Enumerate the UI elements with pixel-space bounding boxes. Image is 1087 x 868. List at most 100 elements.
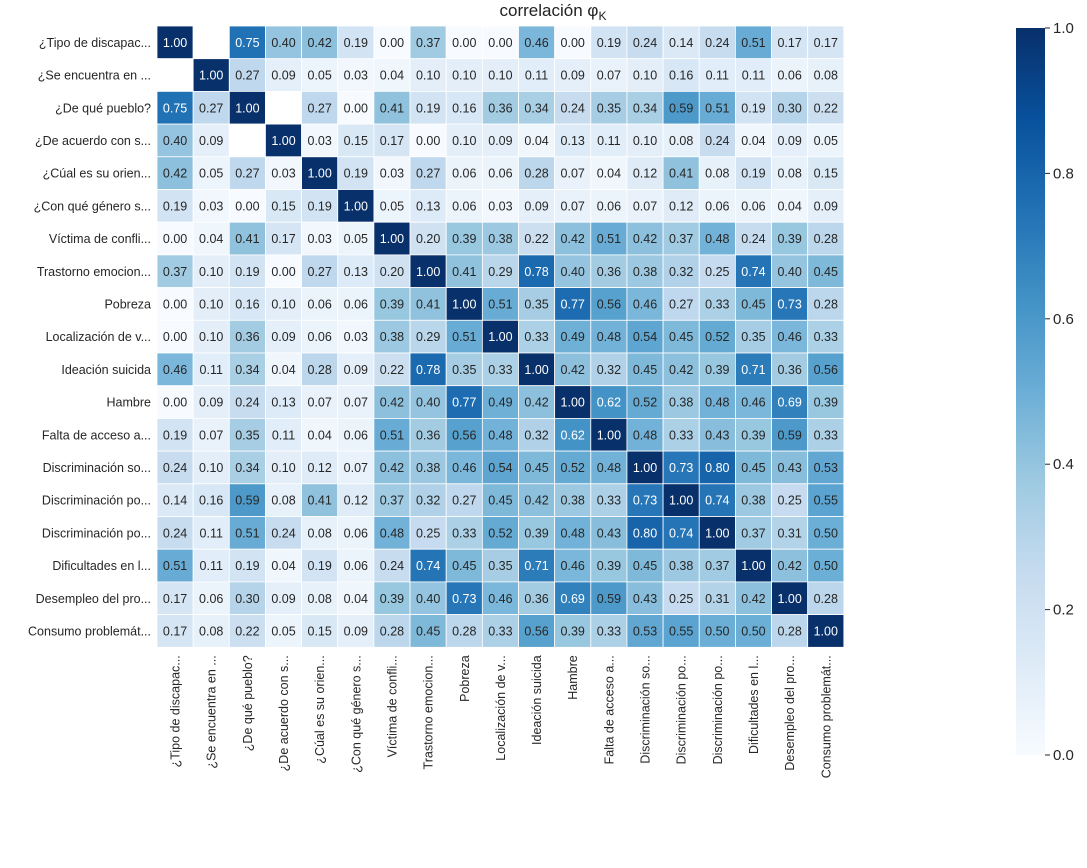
cell-value-label: 0.16 [452,101,476,115]
heatmap-cell [518,385,556,419]
heatmap-cell [373,581,411,616]
heatmap-cell [228,483,266,517]
heatmap-cell [192,352,230,387]
cell-value-label: 0.39 [741,428,765,442]
cell-value-label: 0.42 [741,592,765,606]
x-tick-label: Discriminación po... [675,655,689,764]
cell-value-label: 0.45 [814,265,838,279]
heatmap-cell [228,91,266,125]
cell-value-label: 0.06 [777,69,801,83]
heatmap-cell [590,221,628,256]
cell-value-label: 0.80 [633,526,657,540]
cell-value-label: 0.33 [597,624,621,638]
y-tick-label: Trastorno emocion... [37,265,151,279]
heatmap-cell [409,450,447,485]
cell-value-label: 0.42 [163,167,187,181]
heatmap-cell [337,450,375,485]
cell-value-label: 0.43 [633,592,657,606]
cell-value-label: 0.03 [199,199,223,213]
cell-value-label: 0.46 [561,559,585,573]
heatmap-cell [662,450,700,485]
cell-value-label: 0.27 [235,167,259,181]
cell-value-label: 0.03 [308,232,332,246]
cell-value-label: 0.45 [452,559,476,573]
cell-value-label: 0.40 [163,134,187,148]
heatmap-cell [554,287,592,321]
heatmap-cell [409,123,447,158]
cell-value-label: 0.17 [777,36,801,50]
cell-value-label: 0.09 [271,69,295,83]
heatmap-cell [807,189,845,223]
cell-value-label: 0.24 [705,36,729,50]
heatmap-cell [301,548,339,583]
cell-value-label: 0.20 [380,265,404,279]
cell-value-label: 0.06 [308,297,332,311]
cell-value-label: 0.27 [416,167,440,181]
cell-value-label: 0.08 [271,494,295,508]
cell-value-label: 0.24 [163,526,187,540]
heatmap-cell [735,614,772,648]
cell-value-label: 0.54 [633,330,657,344]
cell-value-label: 0.28 [524,167,548,181]
heatmap-cell [698,516,736,550]
cell-value-label: 0.51 [163,559,187,573]
cell-value-label: 0.16 [199,494,223,508]
cell-value-label: 0.48 [705,396,729,410]
cell-value-label: 0.15 [271,199,295,213]
cell-value-label: 0.29 [416,330,440,344]
x-tick-label: ¿Con qué género s... [349,655,363,772]
cell-value-label: 0.59 [597,592,621,606]
cell-value-label: 0.39 [814,396,838,410]
cell-value-label: 1.00 [633,461,657,475]
cell-value-label: 0.37 [416,36,440,50]
cell-value-label: 0.14 [163,494,187,508]
y-tick-label: ¿De qué pueblo? [55,101,151,115]
heatmap-cell [265,91,303,125]
heatmap-cell [445,385,483,419]
heatmap-cell [445,319,483,354]
cell-value-label: 0.78 [524,265,548,279]
heatmap-cell [301,254,339,288]
heatmap-cell [228,417,266,452]
cell-value-label: 0.15 [308,624,332,638]
cell-value-label: 1.00 [380,232,404,246]
cell-value-label: 0.59 [669,101,693,115]
cell-value-label: 0.41 [380,101,404,115]
heatmap-cell [192,483,230,517]
cell-value-label: 0.27 [199,101,223,115]
cell-value-label: 0.17 [814,36,838,50]
cell-value-label: 1.00 [524,363,548,377]
heatmap-cell [626,385,664,419]
heatmap-cell [445,156,483,190]
heatmap-cell [518,581,556,616]
cell-value-label: 0.80 [705,461,729,475]
cell-value-label: 0.08 [705,167,729,181]
heatmap-cell [807,385,845,419]
heatmap-cell [771,25,809,60]
heatmap-cell [265,287,303,321]
heatmap-cell [590,123,628,158]
heatmap-cell [445,254,483,288]
cell-value-label: 0.56 [452,428,476,442]
x-tick-label: Víctima de confli... [385,655,399,757]
cell-value-label: 0.10 [416,69,440,83]
heatmap-cell [156,156,194,190]
cell-value-label: 0.38 [633,265,657,279]
heatmap-cell [807,254,845,288]
cell-value-label: 0.08 [777,167,801,181]
cell-value-label: 0.37 [380,494,404,508]
cell-value-label: 0.04 [741,134,765,148]
heatmap-cell [409,417,447,452]
heatmap-cell [156,123,194,158]
heatmap-cell [481,483,519,517]
cell-value-label: 0.04 [308,428,332,442]
heatmap-cell [554,385,592,419]
cell-value-label: 0.74 [669,526,693,540]
heatmap-cell [590,614,628,648]
cell-value-label: 0.10 [271,297,295,311]
cell-value-label: 0.00 [163,396,187,410]
cell-value-label: 0.35 [452,363,476,377]
y-tick-label: ¿De acuerdo con s... [35,134,151,148]
heatmap-cell [807,156,845,190]
cell-value-label: 1.00 [271,134,295,148]
